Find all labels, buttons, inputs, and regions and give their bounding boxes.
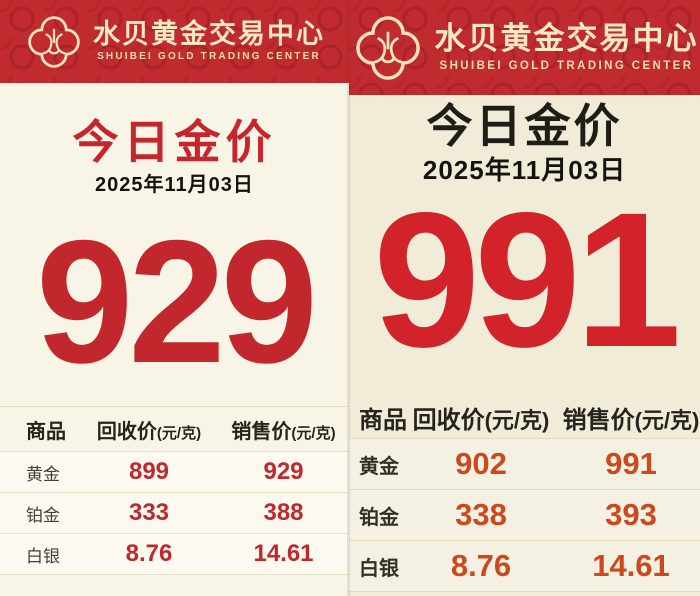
price-panel-right: 水贝黄金交易中心 SHUIBEI GOLD TRADING CENTER 今日金… xyxy=(349,0,700,596)
col-header-sale-label: 销售价 xyxy=(231,420,292,443)
table-header-row: 商品 回收价(元/克) 销售价(元/克) xyxy=(349,396,700,439)
col-header-sale-unit: (元/克) xyxy=(291,424,336,442)
gold-price-large: 929 xyxy=(36,204,318,400)
brand-text: 水贝黄金交易中心 SHUIBEI GOLD TRADING CENTER xyxy=(435,23,699,72)
brand-name-cn: 水贝黄金交易中心 xyxy=(93,19,325,50)
col-header-product: 商品 xyxy=(26,420,66,443)
brand-name-cn: 水贝黄金交易中心 xyxy=(434,21,699,57)
recycle-price: 333 xyxy=(128,499,170,526)
col-header-recycle-unit: (元/克) xyxy=(484,407,550,433)
recycle-price: 8.76 xyxy=(450,548,512,583)
table-row-platinum: 铂金 333 388 xyxy=(0,493,349,534)
product-name: 铂金 xyxy=(26,505,60,525)
price-date: 2025年11月03日 xyxy=(422,154,627,185)
col-header-sale: 销售价(元/克) xyxy=(551,400,700,435)
gold-price-large: 991 xyxy=(373,172,681,388)
table-row-silver: 白银 8.76 14.61 xyxy=(0,534,349,575)
price-table: 商品 回收价(元/克) 销售价(元/克) 黄金 902 991 铂金 338 3… xyxy=(349,396,700,592)
brand-name-en: SHUIBEI GOLD TRADING CENTER xyxy=(97,51,321,63)
recycle-price: 8.76 xyxy=(125,540,173,567)
brand-text: 水贝黄金交易中心 SHUIBEI GOLD TRADING CENTER xyxy=(93,20,325,63)
brand-name-en: SHUIBEI GOLD TRADING CENTER xyxy=(439,59,694,72)
product-name: 白银 xyxy=(359,557,399,580)
col-header-recycle-unit: (元/克) xyxy=(156,424,202,442)
shuibei-logo-icon xyxy=(28,15,80,68)
table-row-gold: 黄金 902 991 xyxy=(349,439,700,490)
table-row-gold: 黄金 899 929 xyxy=(0,452,349,493)
col-header-sale-unit: (元/克) xyxy=(634,407,700,433)
panel-divider xyxy=(347,0,350,596)
product-name: 黄金 xyxy=(359,455,399,478)
sale-price: 991 xyxy=(605,446,657,481)
product-name: 白银 xyxy=(26,546,60,566)
sale-price: 393 xyxy=(605,497,657,532)
recycle-price: 899 xyxy=(128,458,170,485)
col-header-recycle: 回收价(元/克) xyxy=(411,400,551,435)
brand-banner: 水贝黄金交易中心 SHUIBEI GOLD TRADING CENTER xyxy=(349,0,700,95)
page-title: 今日金价 xyxy=(72,116,277,168)
col-header-product: 商品 xyxy=(359,406,407,434)
sale-price: 388 xyxy=(263,499,304,526)
product-name: 黄金 xyxy=(26,464,60,484)
product-name: 铂金 xyxy=(359,506,399,529)
table-row-silver: 白银 8.76 14.61 xyxy=(349,541,700,592)
col-header-sale-label: 销售价 xyxy=(562,406,635,434)
price-table: 商品 回收价(元/克) 销售价(元/克) 黄金 899 929 铂金 333 3… xyxy=(0,406,349,575)
table-row-platinum: 铂金 338 393 xyxy=(349,490,700,541)
col-header-recycle: 回收价(元/克) xyxy=(80,415,218,444)
recycle-price: 902 xyxy=(455,446,507,481)
price-date: 2025年11月03日 xyxy=(95,173,254,196)
sale-price: 14.61 xyxy=(592,548,670,583)
brand-banner: 水贝黄金交易中心 SHUIBEI GOLD TRADING CENTER xyxy=(0,0,349,83)
shuibei-logo-icon xyxy=(355,15,420,80)
col-header-sale: 销售价(元/克) xyxy=(218,415,349,444)
page-title: 今日金价 xyxy=(426,100,623,152)
table-header-row: 商品 回收价(元/克) 销售价(元/克) xyxy=(0,407,349,452)
col-header-recycle-label: 回收价 xyxy=(412,406,485,434)
price-panel-left: 水贝黄金交易中心 SHUIBEI GOLD TRADING CENTER 今日金… xyxy=(0,0,349,596)
col-header-recycle-label: 回收价 xyxy=(96,420,157,443)
sale-price: 929 xyxy=(263,458,304,485)
recycle-price: 338 xyxy=(455,497,507,532)
sale-price: 14.61 xyxy=(253,540,314,567)
